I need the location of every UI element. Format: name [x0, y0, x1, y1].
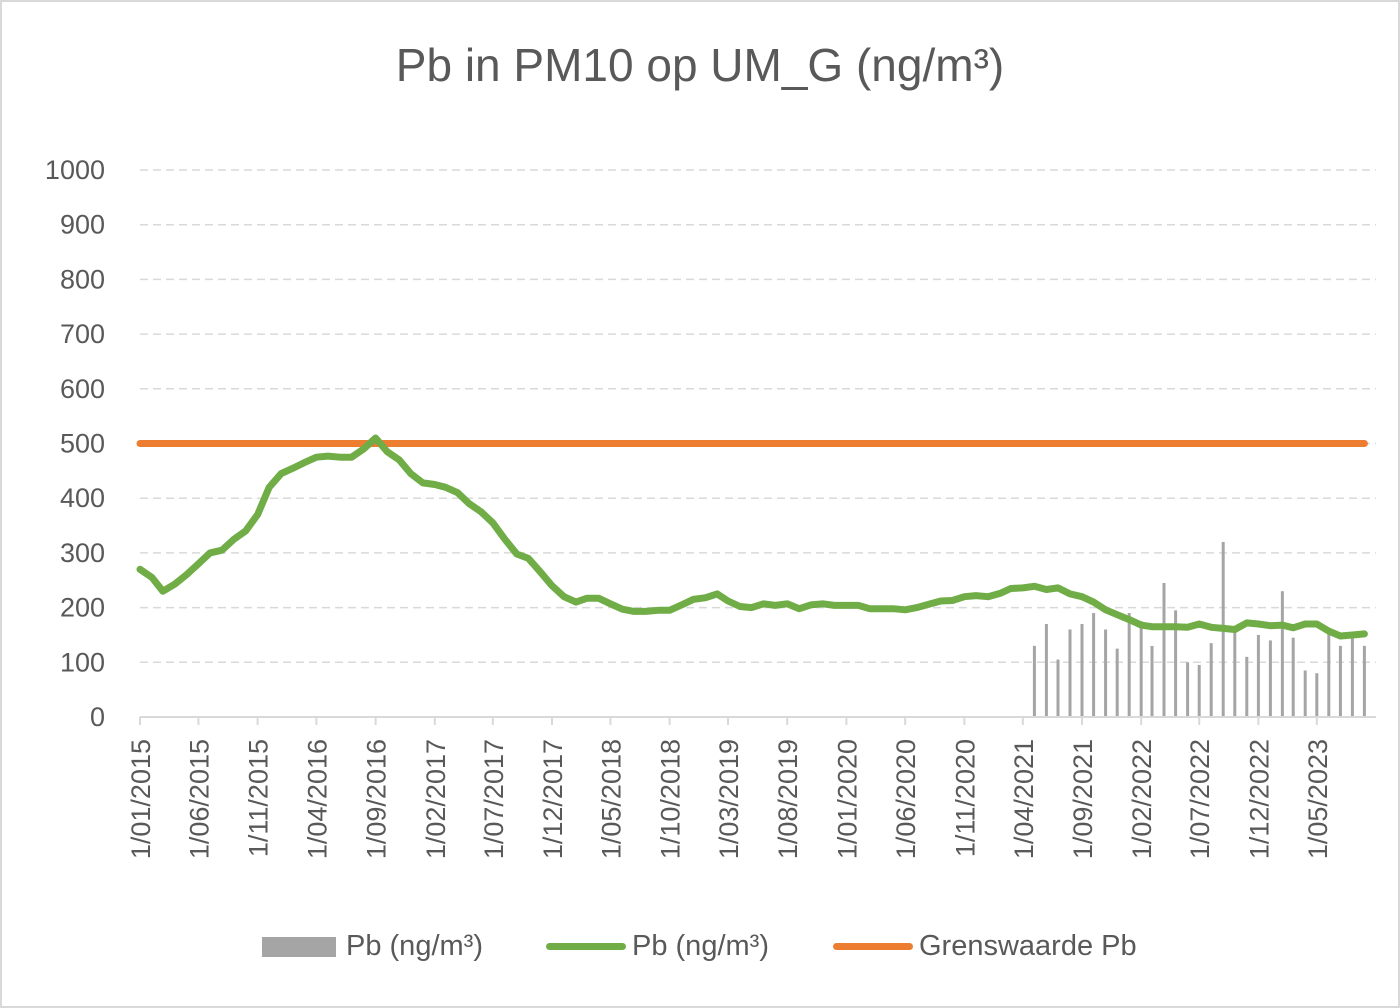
x-tick-label: 1/07/2022 — [1185, 739, 1215, 859]
y-tick-label: 200 — [60, 593, 105, 623]
bar — [1315, 673, 1319, 717]
bar — [1150, 645, 1154, 717]
y-tick-label: 1000 — [45, 155, 105, 185]
x-tick-label: 1/10/2018 — [656, 739, 686, 859]
y-tick-label: 300 — [60, 538, 105, 568]
y-tick-label: 100 — [60, 647, 105, 677]
x-tick-label: 1/12/2022 — [1244, 739, 1274, 859]
bar — [1280, 591, 1284, 717]
bar — [1350, 634, 1354, 717]
bar — [1080, 624, 1084, 717]
y-tick-label: 500 — [60, 429, 105, 459]
bar — [1327, 632, 1331, 717]
x-tick-label: 1/04/2021 — [1009, 739, 1039, 859]
bar-series — [1032, 541, 1366, 717]
y-tick-label: 700 — [60, 319, 105, 349]
x-tick-label: 1/03/2019 — [714, 739, 744, 859]
line-series — [136, 434, 1368, 640]
gridlines — [140, 169, 1376, 664]
x-axis: 1/01/2015 1/06/2015 1/11/2015 1/04/2016 1/09… — [126, 716, 1376, 859]
legend-item-bar: Pb (ng/m³) — [262, 930, 483, 963]
legend-label-line: Pb (ng/m³) — [632, 930, 769, 962]
legend-swatch-limit — [833, 943, 913, 950]
bar — [1174, 610, 1178, 717]
bar — [1068, 629, 1072, 717]
bar — [1056, 659, 1060, 717]
x-tick-label: 1/11/2020 — [950, 739, 980, 857]
legend-swatch-bar — [262, 936, 336, 957]
bar — [1303, 670, 1307, 717]
series-line — [136, 434, 1368, 640]
x-tick-label: 1/12/2017 — [538, 739, 568, 859]
bar — [1233, 626, 1237, 717]
bar — [1209, 643, 1213, 717]
y-axis-ticks: 0 100 200 300 400 500 600 700 800 900 1000 — [45, 155, 105, 732]
x-tick-label: 1/08/2019 — [773, 739, 803, 859]
legend-label-bar: Pb (ng/m³) — [346, 930, 483, 962]
y-tick-label: 900 — [60, 210, 105, 240]
x-tick-label: 1/02/2017 — [421, 739, 451, 859]
x-tick-label: 1/04/2016 — [302, 739, 332, 859]
legend-item-limit: Grenswaarde Pb — [833, 930, 1137, 963]
x-tick-label: 1/11/2015 — [244, 739, 274, 857]
x-tick-label: 1/06/2020 — [891, 739, 921, 859]
bar — [1127, 613, 1131, 717]
bar — [1032, 645, 1036, 717]
chart-title: Pb in PM10 op UM_G (ng/m³) — [395, 39, 1005, 91]
x-tick-label: 1/01/2020 — [832, 739, 862, 859]
bar — [1092, 613, 1096, 717]
legend: Pb (ng/m³) Pb (ng/m³) Grenswaarde Pb — [0, 930, 1400, 974]
bar — [1186, 662, 1190, 717]
x-tick-label: 1/01/2015 — [126, 739, 156, 859]
y-tick-label: 600 — [60, 374, 105, 404]
bar — [1197, 665, 1201, 717]
bar — [1338, 645, 1342, 717]
bar — [1139, 621, 1143, 717]
bar — [1245, 656, 1249, 717]
bar — [1362, 645, 1366, 717]
bar — [1115, 648, 1119, 717]
legend-item-line: Pb (ng/m³) — [546, 930, 769, 963]
bar — [1256, 634, 1260, 717]
legend-label-limit: Grenswaarde Pb — [919, 930, 1137, 962]
x-tick-label: 1/05/2023 — [1303, 739, 1333, 859]
y-tick-label: 800 — [60, 264, 105, 294]
bar — [1162, 582, 1166, 717]
bar — [1104, 629, 1108, 717]
x-tick-label: 1/05/2018 — [596, 739, 626, 859]
y-tick-label: 400 — [60, 483, 105, 513]
x-tick-label: 1/02/2022 — [1127, 739, 1157, 859]
bar — [1291, 637, 1295, 717]
x-tick-label: 1/07/2017 — [479, 739, 509, 859]
x-tick-label: 1/09/2016 — [362, 739, 392, 859]
bar — [1044, 624, 1048, 717]
bar — [1268, 640, 1272, 717]
x-tick-label: 1/09/2021 — [1068, 739, 1098, 859]
legend-swatch-line — [546, 943, 626, 950]
y-tick-label: 0 — [90, 702, 105, 732]
x-tick-label: 1/06/2015 — [184, 739, 214, 859]
